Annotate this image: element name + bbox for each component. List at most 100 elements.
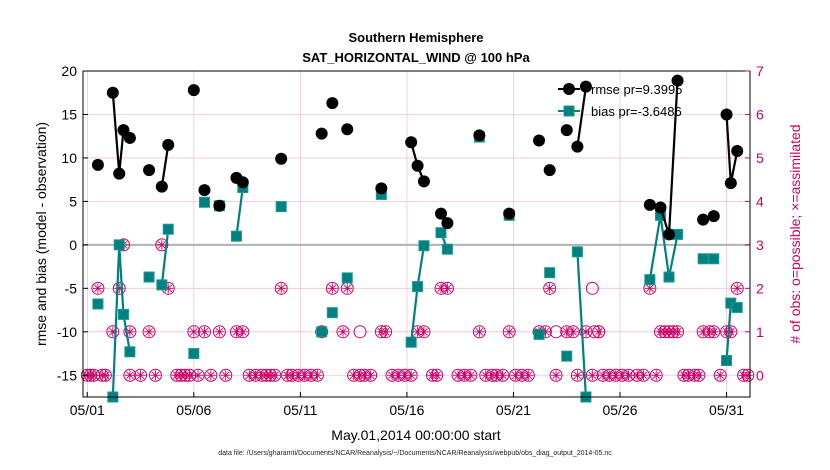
rmse-point bbox=[643, 198, 656, 211]
obs-marker-assimilated bbox=[155, 238, 169, 252]
obs-marker-assimilated bbox=[417, 325, 431, 339]
obs-marker-assimilated bbox=[472, 325, 486, 339]
rmse-line-segment bbox=[576, 86, 588, 147]
y2-tick-label: 6 bbox=[756, 106, 764, 122]
rmse-point bbox=[579, 80, 592, 93]
obs-marker-assimilated bbox=[364, 368, 378, 382]
rmse-point bbox=[106, 86, 119, 99]
obs-marker-possible bbox=[587, 325, 601, 339]
bias-line-segment bbox=[648, 215, 679, 280]
bias-point bbox=[418, 240, 430, 252]
rmse-point bbox=[315, 127, 328, 140]
x-ticks: 05/01 05/06 05/11 05/16 05/21 05/26 05/31 bbox=[70, 392, 744, 418]
bias-point bbox=[533, 328, 545, 340]
chart-subtitle: SAT_HORIZONTAL_WIND @ 100 hPa bbox=[302, 50, 530, 65]
bias-point bbox=[316, 326, 328, 338]
rmse-point bbox=[663, 228, 676, 241]
obs-marker-assimilated bbox=[148, 368, 162, 382]
obs-markers bbox=[80, 238, 755, 382]
rmse-point bbox=[731, 144, 744, 157]
rmse-line-segment bbox=[160, 144, 170, 187]
y-tick-label: -5 bbox=[65, 280, 78, 296]
bias-point bbox=[92, 298, 104, 310]
x-tick-label: 05/06 bbox=[176, 402, 211, 418]
y-tick-label: 20 bbox=[61, 63, 77, 79]
y-tick-label: 5 bbox=[69, 193, 77, 209]
rmse-point bbox=[187, 84, 200, 97]
x-tick-label: 05/21 bbox=[496, 402, 531, 418]
bias-point bbox=[188, 348, 200, 360]
obs-marker-assimilated bbox=[219, 368, 233, 382]
y-tick-label: -10 bbox=[57, 324, 77, 340]
bias-point bbox=[162, 223, 174, 235]
rmse-point bbox=[671, 74, 684, 87]
bias-series bbox=[92, 131, 743, 403]
legend-bias-label: bias pr=-3.6486 bbox=[591, 104, 682, 119]
rmse-point bbox=[198, 184, 211, 197]
obs-marker-assimilated bbox=[502, 325, 516, 339]
obs-marker-possible bbox=[549, 325, 563, 339]
bias-point bbox=[544, 267, 556, 279]
obs-marker-assimilated bbox=[91, 281, 105, 295]
obs-marker-assimilated bbox=[543, 281, 557, 295]
rmse-point bbox=[724, 177, 737, 190]
obs-marker-possible bbox=[353, 325, 367, 339]
y2-tick-label: 0 bbox=[756, 367, 764, 383]
rmse-point bbox=[533, 134, 546, 147]
rmse-series bbox=[91, 74, 744, 241]
rmse-point bbox=[326, 97, 339, 110]
bias-line-segment bbox=[160, 229, 170, 285]
bias-point bbox=[663, 271, 675, 283]
rmse-point bbox=[707, 210, 720, 223]
obs-marker-assimilated bbox=[671, 325, 685, 339]
bias-point bbox=[113, 239, 125, 251]
obs-marker-assimilated bbox=[336, 325, 350, 339]
bias-point bbox=[230, 230, 242, 242]
y2-axis-label: # of obs: o=possible; ×=assimilated bbox=[787, 124, 803, 343]
obs-marker-assimilated bbox=[191, 368, 205, 382]
rmse-point bbox=[162, 138, 175, 151]
series-layer bbox=[91, 74, 744, 403]
obs-marker-assimilated bbox=[212, 325, 226, 339]
bias-point bbox=[326, 307, 338, 319]
data-file-caption: data file: /Users/gharamti/Documents/NCA… bbox=[218, 450, 612, 457]
rmse-point bbox=[697, 213, 710, 226]
obs-marker-assimilated bbox=[183, 368, 197, 382]
legend-bias-marker bbox=[563, 105, 575, 117]
y-tick-label: 0 bbox=[69, 237, 77, 253]
rmse-point bbox=[236, 176, 249, 189]
bias-point bbox=[721, 354, 733, 366]
rmse-point bbox=[503, 207, 516, 220]
rmse-point bbox=[341, 123, 354, 136]
bias-point bbox=[143, 271, 155, 283]
bias-point bbox=[341, 272, 353, 284]
rmse-point bbox=[411, 159, 424, 172]
obs-marker-assimilated bbox=[340, 281, 354, 295]
x-axis-label: May.01,2014 00:00:00 start bbox=[331, 427, 501, 443]
bias-point bbox=[644, 274, 656, 286]
legend-rmse-marker bbox=[563, 83, 575, 95]
bias-point bbox=[405, 336, 417, 348]
y2-tick-label: 7 bbox=[756, 63, 764, 79]
obs-marker-assimilated bbox=[268, 368, 282, 382]
obs-marker-assimilated bbox=[521, 368, 535, 382]
bias-line-segment bbox=[111, 244, 131, 398]
rmse-point bbox=[213, 199, 226, 212]
y-tick-label: 15 bbox=[61, 106, 77, 122]
obs-marker-assimilated bbox=[134, 368, 148, 382]
y2-tick-label: 4 bbox=[756, 193, 764, 209]
bias-line-segment bbox=[235, 187, 244, 237]
rmse-point bbox=[417, 175, 430, 188]
bias-point bbox=[561, 350, 573, 362]
rmse-point bbox=[275, 152, 288, 165]
y2-tick-label: 1 bbox=[756, 324, 764, 340]
x-tick-label: 05/26 bbox=[602, 402, 637, 418]
bias-point bbox=[275, 201, 287, 213]
obs-marker-assimilated bbox=[566, 325, 580, 339]
obs-marker-assimilated bbox=[274, 281, 288, 295]
legend-rmse-label: rmse pr=9.3995 bbox=[591, 82, 682, 97]
obs-marker-assimilated bbox=[325, 281, 339, 295]
obs-marker-assimilated bbox=[404, 368, 418, 382]
obs-marker-assimilated bbox=[707, 325, 721, 339]
obs-marker-assimilated bbox=[236, 325, 250, 339]
